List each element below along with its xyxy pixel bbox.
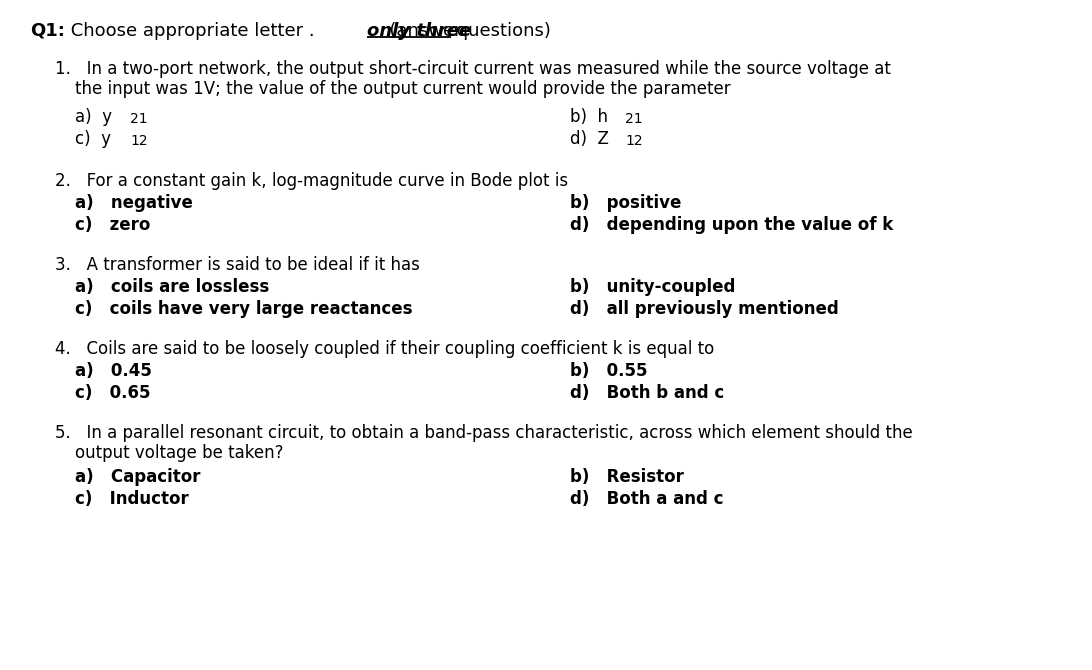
Text: 4.   Coils are said to be loosely coupled if their coupling coefficient k is equ: 4. Coils are said to be loosely coupled …	[55, 340, 714, 358]
Text: a)  y: a) y	[75, 108, 112, 126]
Text: c)   zero: c) zero	[75, 216, 151, 234]
Text: b)   positive: b) positive	[570, 194, 681, 212]
Text: d)  Z: d) Z	[570, 130, 609, 148]
Text: c)   Inductor: c) Inductor	[75, 490, 189, 508]
Text: output voltage be taken?: output voltage be taken?	[75, 444, 284, 462]
Text: b)  h: b) h	[570, 108, 608, 126]
Text: a)   Capacitor: a) Capacitor	[75, 468, 201, 486]
Text: c)   coils have very large reactances: c) coils have very large reactances	[75, 300, 413, 318]
Text: Q1:: Q1:	[29, 22, 64, 40]
Text: 2.   For a constant gain k, log-magnitude curve in Bode plot is: 2. For a constant gain k, log-magnitude …	[55, 172, 568, 190]
Text: 5.   In a parallel resonant circuit, to obtain a band-pass characteristic, acros: 5. In a parallel resonant circuit, to ob…	[55, 424, 913, 442]
Text: c)  y: c) y	[75, 130, 111, 148]
Text: the input was 1V; the value of the output current would provide the parameter: the input was 1V; the value of the outpu…	[75, 80, 731, 98]
Text: d)   Both a and c: d) Both a and c	[570, 490, 724, 508]
Text: a)   coils are lossless: a) coils are lossless	[75, 278, 270, 296]
Text: c)   0.65: c) 0.65	[75, 384, 151, 402]
Text: a)   negative: a) negative	[75, 194, 193, 212]
Text: Choose appropriate letter .             (answer: Choose appropriate letter . (answer	[66, 22, 467, 40]
Text: 3.   A transformer is said to be ideal if it has: 3. A transformer is said to be ideal if …	[55, 256, 420, 274]
Text: a)   0.45: a) 0.45	[75, 362, 152, 380]
Text: d)   Both b and c: d) Both b and c	[570, 384, 724, 402]
Text: 12: 12	[625, 134, 642, 148]
Text: 12: 12	[130, 134, 147, 148]
Text: 1.   In a two-port network, the output short-circuit current was measured while : 1. In a two-port network, the output sho…	[55, 60, 891, 78]
Text: b)   unity-coupled: b) unity-coupled	[570, 278, 735, 296]
Text: b)   0.55: b) 0.55	[570, 362, 648, 380]
Text: 21: 21	[130, 112, 147, 126]
Text: d)   all previously mentioned: d) all previously mentioned	[570, 300, 839, 318]
Text: 21: 21	[625, 112, 642, 126]
Text: b)   Resistor: b) Resistor	[570, 468, 684, 486]
Text: only three: only three	[367, 22, 472, 40]
Text: d)   depending upon the value of k: d) depending upon the value of k	[570, 216, 893, 234]
Text: questions): questions)	[451, 22, 550, 40]
